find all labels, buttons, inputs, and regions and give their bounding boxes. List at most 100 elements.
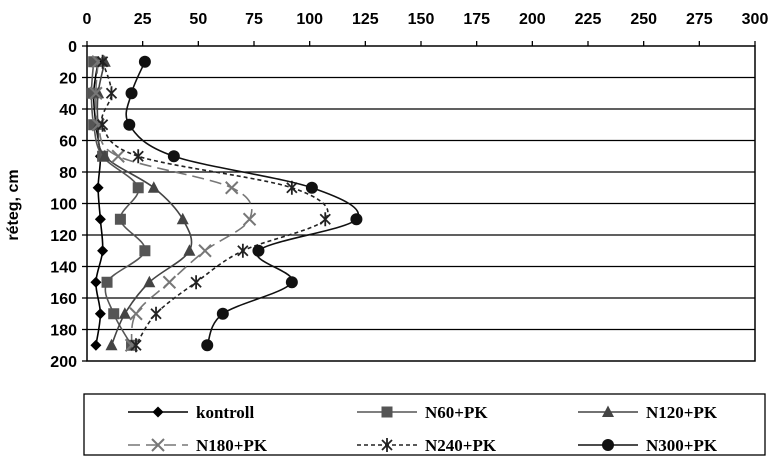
data-point bbox=[129, 307, 143, 321]
series-line bbox=[96, 61, 193, 346]
y-tick-label: 40 bbox=[59, 102, 77, 119]
data-point bbox=[147, 181, 160, 193]
data-point bbox=[216, 307, 229, 320]
legend-frame bbox=[83, 393, 766, 456]
legend-swatch-marker bbox=[381, 438, 393, 452]
y-tick-label: 120 bbox=[50, 228, 77, 245]
data-point bbox=[125, 87, 138, 100]
grid-layer bbox=[86, 45, 756, 362]
data-point bbox=[176, 212, 189, 225]
data-point bbox=[183, 244, 196, 256]
legend-swatch-marker-stroke-b bbox=[151, 438, 165, 452]
x-tick-label: 125 bbox=[352, 11, 379, 28]
data-point bbox=[90, 339, 102, 351]
data-point bbox=[350, 213, 363, 226]
data-point bbox=[132, 149, 144, 164]
axis-layer: 0 20 40 60 80 100 120 140 160 180 200 0 25 50 75 100 125… bbox=[50, 11, 768, 371]
data-point-stroke-b bbox=[162, 275, 177, 289]
series-line bbox=[94, 61, 253, 346]
y-tick-label: 180 bbox=[50, 323, 77, 340]
series-line bbox=[90, 61, 146, 346]
y-axis-title: réteg, cm bbox=[5, 169, 22, 240]
series-line bbox=[100, 61, 329, 346]
legend-entry: N120+PK bbox=[578, 403, 718, 422]
x-tick-label: 250 bbox=[630, 11, 657, 28]
legend-label: kontroll bbox=[196, 403, 255, 422]
data-point-stroke-b bbox=[242, 212, 257, 226]
legend-swatch-marker bbox=[151, 438, 165, 452]
data-point bbox=[88, 56, 100, 68]
data-point bbox=[167, 150, 180, 163]
y-tick-label: 60 bbox=[59, 134, 77, 151]
x-tick-label: 25 bbox=[134, 11, 152, 28]
data-point bbox=[85, 87, 97, 99]
data-point bbox=[242, 212, 257, 226]
y-tick-label: 20 bbox=[59, 71, 77, 88]
data-point bbox=[139, 245, 151, 257]
legend-label: N180+PK bbox=[196, 436, 268, 455]
data-point bbox=[97, 245, 109, 257]
legend-label: N120+PK bbox=[646, 403, 718, 422]
data-point bbox=[90, 276, 102, 288]
series-layer bbox=[85, 54, 363, 353]
data-point bbox=[319, 212, 331, 227]
legend-swatch-marker bbox=[602, 405, 614, 417]
data-point bbox=[138, 55, 151, 68]
series-2 bbox=[92, 55, 196, 351]
data-point bbox=[237, 243, 249, 258]
legend-swatch-marker bbox=[602, 439, 614, 451]
legend-entry: N300+PK bbox=[578, 436, 718, 455]
y-tick-label: 0 bbox=[68, 39, 77, 56]
series-4 bbox=[96, 54, 331, 353]
legend-entry: N180+PK bbox=[128, 436, 268, 455]
series-5 bbox=[123, 55, 363, 352]
y-tick-label: 140 bbox=[50, 260, 77, 277]
x-tick-label: 200 bbox=[519, 11, 546, 28]
data-point bbox=[305, 181, 318, 194]
data-point bbox=[162, 275, 177, 289]
data-point bbox=[92, 182, 104, 194]
data-point bbox=[96, 54, 109, 69]
data-point bbox=[143, 275, 156, 288]
data-point-stroke-b bbox=[198, 244, 212, 258]
data-point-stroke-b bbox=[129, 307, 143, 321]
data-point bbox=[130, 338, 142, 353]
data-point bbox=[98, 149, 111, 162]
data-point-stroke-b bbox=[89, 86, 103, 100]
series-line bbox=[125, 61, 360, 346]
data-point bbox=[94, 213, 106, 225]
data-point-stroke-b bbox=[111, 149, 125, 163]
y-tick-label: 160 bbox=[50, 291, 77, 308]
data-point bbox=[123, 118, 136, 131]
legend-entry: N240+PK bbox=[357, 436, 497, 455]
data-point bbox=[114, 213, 126, 225]
x-tick-label: 75 bbox=[245, 11, 263, 28]
data-point bbox=[89, 86, 103, 100]
data-point bbox=[111, 149, 125, 163]
data-point bbox=[94, 308, 106, 320]
data-point bbox=[108, 308, 120, 320]
legend-swatch-marker bbox=[381, 406, 393, 418]
data-point bbox=[88, 119, 100, 131]
legend-swatch-marker bbox=[152, 406, 164, 418]
data-point-stroke-b bbox=[225, 181, 239, 195]
data-point bbox=[105, 86, 118, 101]
y-tick-label: 80 bbox=[59, 165, 77, 182]
data-point bbox=[225, 181, 239, 195]
series-3 bbox=[89, 55, 257, 352]
y-tick-label: 200 bbox=[50, 354, 77, 371]
data-point bbox=[96, 117, 109, 132]
legend-entry: kontroll bbox=[128, 403, 255, 422]
x-tick-label: 275 bbox=[686, 11, 713, 28]
data-point bbox=[201, 339, 214, 352]
data-point bbox=[150, 306, 162, 321]
data-point bbox=[190, 275, 202, 290]
data-point bbox=[198, 244, 212, 258]
x-tick-label: 50 bbox=[189, 11, 207, 28]
x-tick-label: 0 bbox=[83, 11, 92, 28]
y-tick-label: 100 bbox=[50, 197, 77, 214]
x-tick-label: 300 bbox=[742, 11, 769, 28]
data-point bbox=[118, 307, 131, 319]
